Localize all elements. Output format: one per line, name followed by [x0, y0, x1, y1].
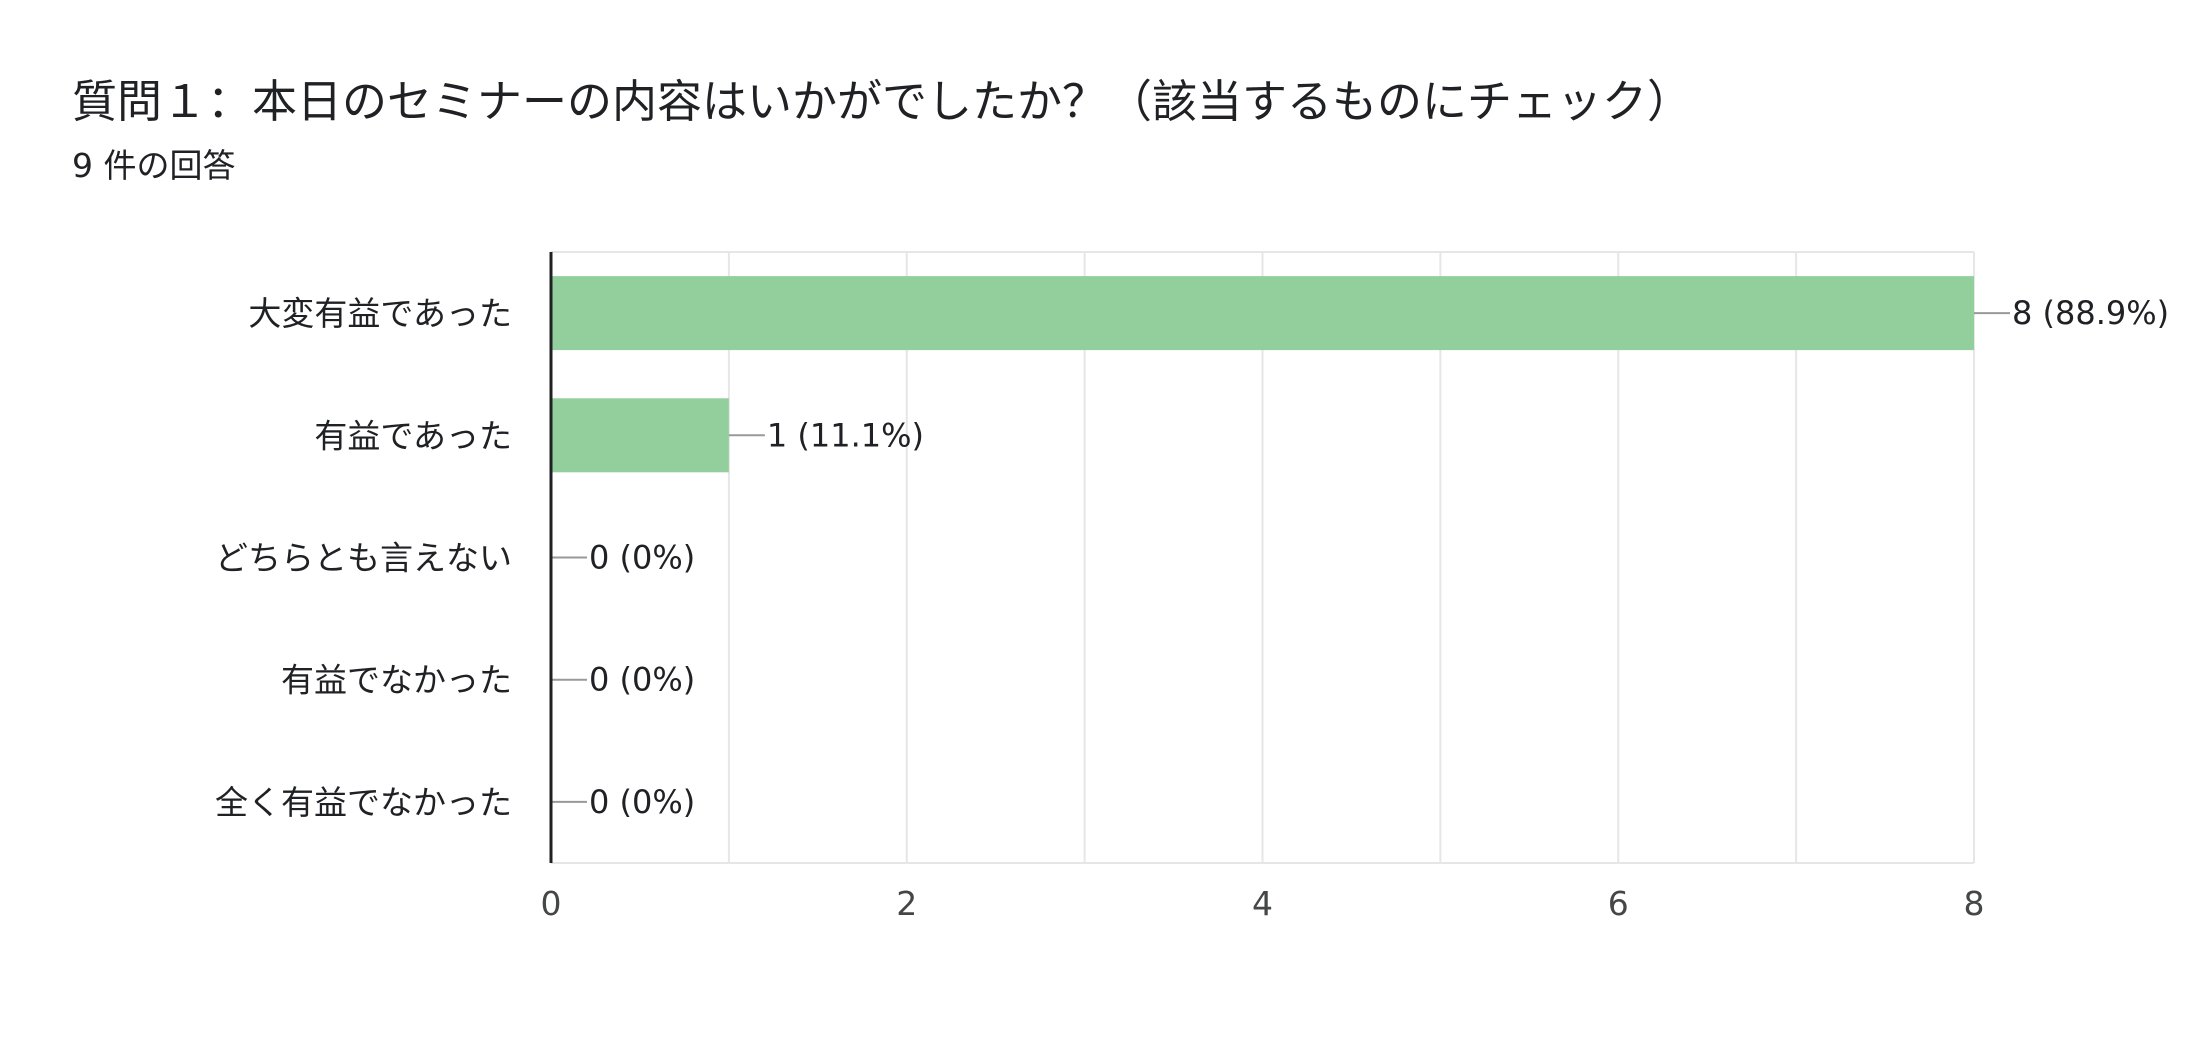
- category-label: 大変有益であった: [248, 294, 512, 333]
- value-label: 0 (0%): [589, 661, 695, 699]
- category-label: どちらとも言えない: [215, 539, 512, 578]
- value-label: 0 (0%): [589, 783, 695, 821]
- x-tick-label: 8: [1964, 884, 1985, 923]
- x-tick-label: 0: [541, 884, 562, 923]
- value-label: 1 (11.1%): [767, 416, 924, 454]
- grid-layer: [550, 251, 1975, 864]
- bar: [551, 398, 729, 473]
- response-count: 9 件の回答: [72, 146, 236, 185]
- category-label: 全く有益でなかった: [215, 783, 512, 822]
- x-tick-label: 4: [1252, 884, 1273, 923]
- bar-layer: [551, 276, 1974, 473]
- category-label: 有益であった: [314, 416, 512, 455]
- x-tick-label: 6: [1608, 884, 1629, 923]
- x-tick-label: 2: [896, 884, 917, 923]
- bar: [551, 276, 1974, 351]
- value-label: 0 (0%): [589, 539, 695, 577]
- category-label: 有益でなかった: [281, 661, 512, 700]
- label-layer: 0 2 4 6 8 大変有益であった 8 (88.9%) 有益であった 1 (11.1%) どちら…: [215, 252, 2169, 923]
- chart-title: 質問１：本日のセミナーの内容はいかがでしたか？（該当するものにチェック）: [72, 75, 1693, 128]
- value-label: 8 (88.9%): [2012, 294, 2169, 332]
